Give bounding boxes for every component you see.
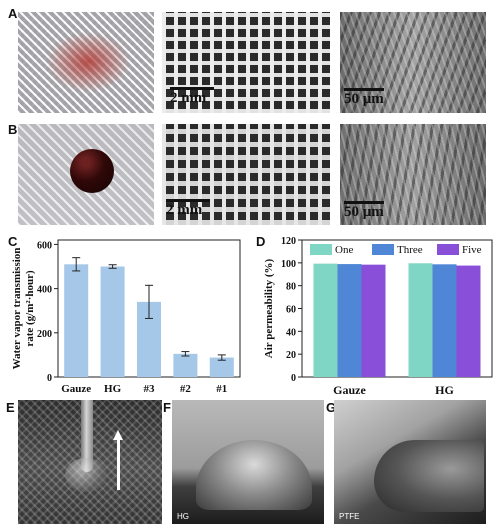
panel-label-f: F [163,400,171,415]
y-axis-label: Water vapor transmissionrate (g/m²·hour) [11,248,36,370]
caption-hg: HG [177,512,189,521]
y-axis-label: Air permeability (%) [263,258,275,358]
gauze-blood-photo [18,12,154,113]
bar [100,266,125,377]
contact-angle-ptfe-photo [334,400,486,524]
bar-five [361,264,386,377]
legend-label: Five [462,244,482,256]
air-permeability-chart: 0 20 40 60 80 100 120 Gauze HG One Three Five Air pe… [263,236,493,397]
bar-one [408,263,433,377]
scale-bar-a-right [344,88,384,91]
y-tick-label: 0 [291,373,296,384]
bar-three [432,264,457,377]
caption-ptfe: PTFE [339,512,360,521]
wvtr-chart: 0 200 400 600 Gauze HG #3 #2 #1 Water vapor trans… [11,239,241,395]
y-tick-label: 100 [281,259,296,270]
x-tick-label: HG [435,383,454,397]
scale-label-a-right: 50 μm [344,91,384,107]
x-tick-label: #1 [216,383,227,395]
bar [173,353,198,377]
y-tick-label: 600 [37,240,52,251]
y-tick-label: 40 [286,327,296,338]
scale-bar-b-right [344,201,384,204]
sem-fibers-b [340,124,486,225]
scale-label-b-right: 50 μm [344,204,384,220]
panel-label-c: C [8,234,18,249]
scale-label-b-mid: 2 mm [166,202,203,218]
y-axis-label-line: rate (g/m²·hour) [24,270,36,347]
bar [64,264,89,377]
x-tick-label: Gauze [61,383,91,395]
panel-label-a: A [8,6,18,21]
legend-swatch [437,244,459,255]
legend-label: Three [397,244,423,256]
droplet-on-hg-photo [18,124,154,225]
x-tick-label: Gauze [333,383,366,397]
sem-fibers-a [340,12,486,113]
panel-label-d: D [256,234,266,249]
x-tick-label: HG [104,383,122,395]
panel-label-g: G [326,400,337,415]
y-tick-label: 80 [286,282,296,293]
y-tick-label: 400 [37,285,52,296]
scale-bar-b-mid [166,199,210,202]
droplet-pipette-photo [18,400,162,524]
x-tick-label: #2 [180,383,192,395]
gauze-micrograph-a [162,12,330,113]
panel-label-e: E [6,400,15,415]
y-tick-label: 200 [37,329,52,340]
bar-three [337,264,362,377]
arrow-up-icon [117,438,120,490]
scale-label-a-mid: 2 mm [170,90,207,106]
legend-label: One [335,244,353,256]
hg-micrograph-b [162,124,330,225]
y-tick-label: 20 [286,350,296,361]
y-tick-label: 120 [281,236,296,247]
y-tick-label: 0 [47,373,52,384]
y-tick-label: 60 [286,305,296,316]
bar-one [313,263,338,377]
contact-angle-hg-photo [172,400,324,524]
scale-bar-a-mid [170,87,214,90]
legend-swatch [310,244,332,255]
bar-five [456,265,481,377]
legend-swatch [372,244,394,255]
y-axis-label-line: Water vapor transmission [11,248,23,370]
bar [209,357,234,377]
panel-label-b: B [8,122,18,137]
x-tick-label: #3 [144,383,156,395]
